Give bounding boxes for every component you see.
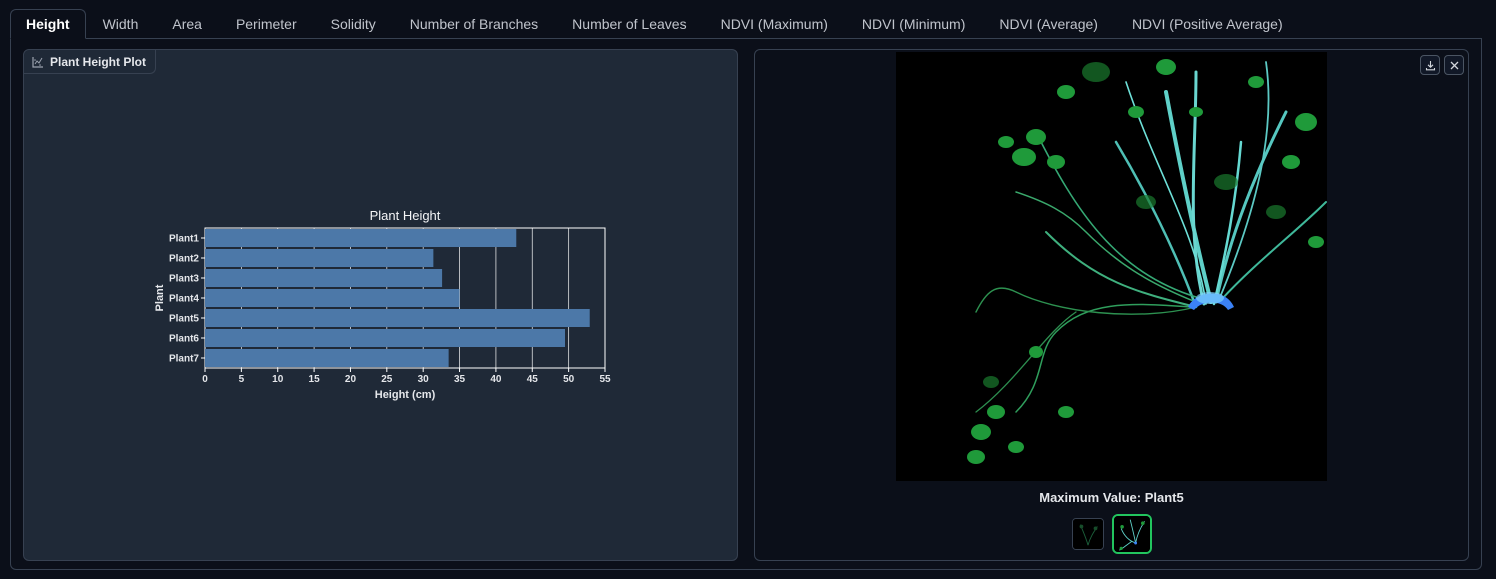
thumbnail-strip [755,514,1468,554]
x-tick-label-3: 15 [309,374,321,385]
bar-plant1 [205,229,517,247]
tab-ndvi-maximum[interactable]: NDVI (Maximum) [720,16,828,32]
close-icon [1450,61,1458,69]
tab-divider [10,38,1482,39]
tab-height[interactable]: Height [10,9,86,39]
thumbnail-2-image [1113,516,1150,552]
x-tick-label-8: 40 [490,374,502,385]
chart-title: Plant Height [370,208,441,223]
y-tick-label-6: Plant7 [169,354,199,365]
x-tick-label-5: 25 [381,374,393,385]
y-tick-label-1: Plant2 [169,254,199,265]
thumbnail-2[interactable] [1111,514,1152,554]
bar-plant4 [205,289,460,307]
tab-width[interactable]: Width [102,16,139,32]
tab-number-of-leaves[interactable]: Number of Leaves [572,16,687,32]
tab-solidity[interactable]: Solidity [330,16,376,32]
image-caption: Maximum Value: Plant5 [1039,490,1184,505]
plot-panel: Plant1 Plant2 Plant3 Plant4 Plant5 Plant6 Plan… [23,49,738,561]
x-tick-label-1: 5 [239,374,245,385]
tab-area[interactable]: Area [172,16,202,32]
tab-ndvi-average[interactable]: NDVI (Average) [999,16,1098,32]
tab-ndvi-minimum[interactable]: NDVI (Minimum) [861,16,966,32]
close-button[interactable] [1444,55,1464,75]
plot-label: Plant Height Plot [24,50,156,74]
x-tick-label-6: 30 [418,374,430,385]
y-tick-label-0: Plant1 [169,234,199,245]
plot-label-text: Plant Height Plot [50,54,146,69]
x-tick-label-10: 50 [563,374,575,385]
x-tick-label-0: 0 [202,374,208,385]
download-icon [1425,60,1435,70]
x-tick-label-2: 10 [272,374,284,385]
tab-perimeter[interactable]: Perimeter [235,16,297,32]
x-tick-label-4: 20 [345,374,357,385]
bar-plant7 [205,349,449,367]
tab-panel [10,38,1482,570]
y-tick-label-5: Plant6 [169,334,199,345]
y-axis-label: Plant [154,284,166,311]
bar-plant3 [205,269,443,287]
y-tick-label-3: Plant4 [169,294,199,305]
tab-bar: Height Width Area Perimeter Solidity Number o… [10,9,1300,39]
bar-plant5 [205,309,590,327]
plant-image [896,52,1327,481]
x-tick-label-7: 35 [454,374,466,385]
thumbnail-1[interactable] [1071,518,1104,550]
x-tick-label-9: 45 [527,374,539,385]
x-axis-label: Height (cm) [375,389,436,401]
chart-icon [32,56,43,68]
y-tick-label-4: Plant5 [169,314,199,325]
plant-image-graphic [896,52,1327,481]
image-gallery: Maximum Value: Plant5 [754,49,1469,561]
tab-number-of-branches[interactable]: Number of Branches [409,16,539,32]
tab-ndvi-positive-average[interactable]: NDVI (Positive Average) [1131,16,1283,32]
y-tick-label-2: Plant3 [169,274,199,285]
x-tick-label-11: 55 [599,374,611,385]
download-button[interactable] [1420,55,1440,75]
bar-plant2 [205,249,434,267]
thumbnail-1-image [1072,519,1103,549]
bar-chart: Plant1Plant2Plant3Plant4Plant5Plant6Plan… [154,208,611,401]
bar-plant6 [205,329,565,347]
